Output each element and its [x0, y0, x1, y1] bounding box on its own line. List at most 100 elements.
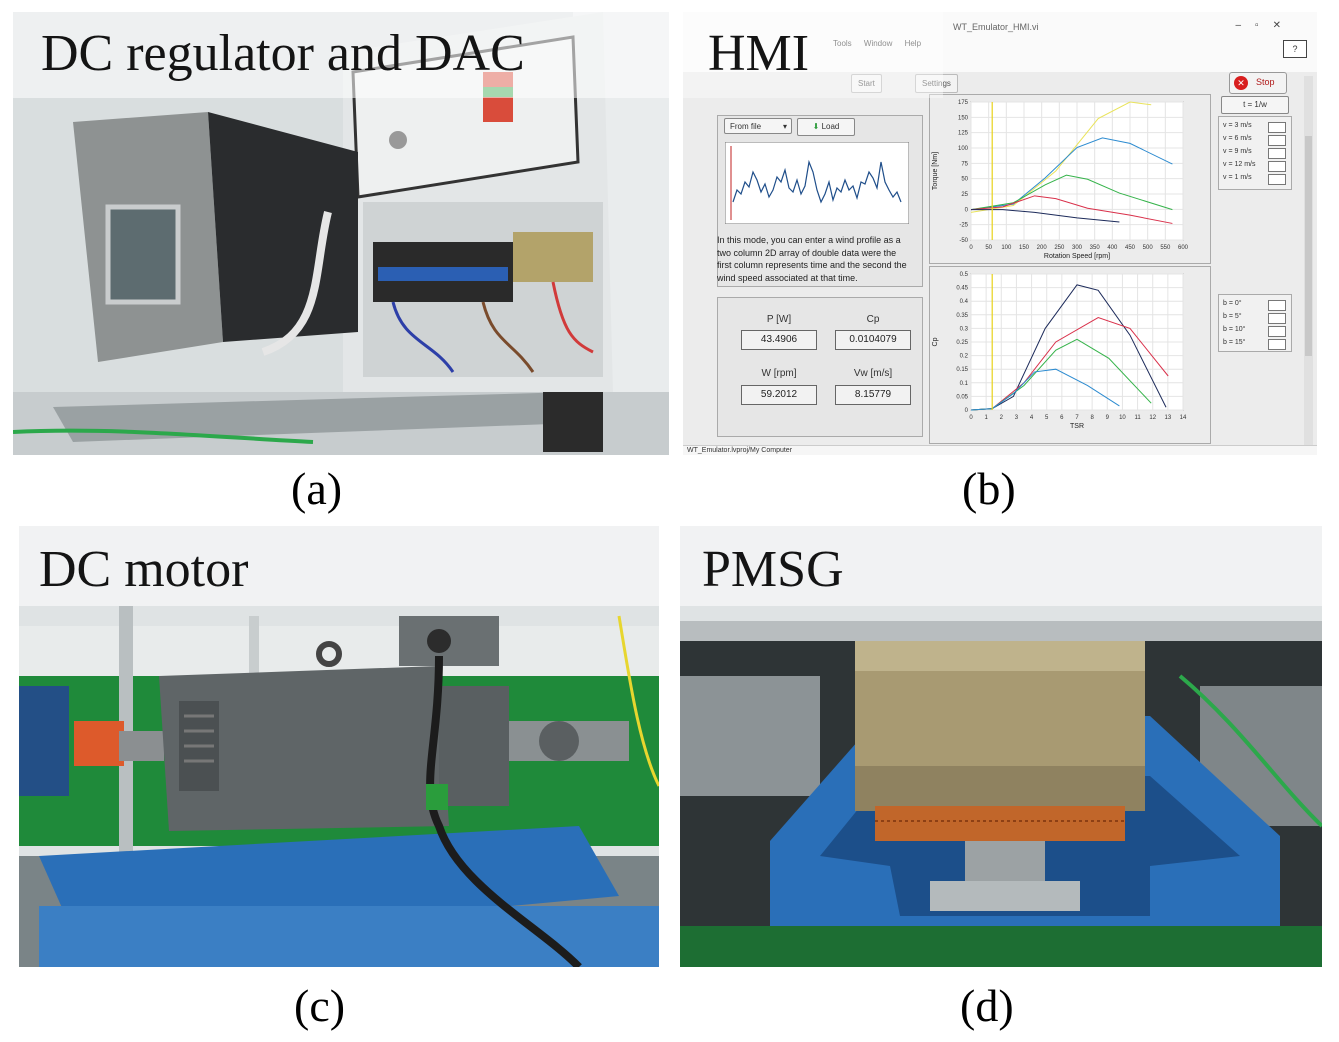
hmi-screenshot: WT_Emulator_HMI.vi –▫✕ Tools Window Help… — [683, 12, 1317, 455]
help-icon[interactable]: ? — [1283, 40, 1307, 58]
cp-legend-entry: b = 10° — [1223, 326, 1246, 333]
y-tick-label: 0.15 — [956, 367, 968, 373]
series-line — [970, 101, 1152, 213]
caption-a: (a) — [291, 463, 343, 514]
x-axis-label: Rotation Speed [rpm] — [1044, 253, 1110, 260]
title-band — [19, 526, 659, 606]
x-tick-label: 14 — [1180, 415, 1187, 421]
x-tick-label: 200 — [1037, 245, 1048, 251]
x-tick-label: 10 — [1119, 415, 1126, 421]
x-tick-label: 5 — [1045, 415, 1049, 421]
cp-chart: 0 1 2 3 4 5 6 7 8 9 10 11 12 13 140.50.450.40.350.30.2… — [932, 272, 1187, 430]
series-line — [970, 195, 1173, 224]
caption-b: (b) — [962, 463, 1016, 514]
torque-legend: v = 3 m/s v = 6 m/s v = 9 m/s v = 12 m/s v =… — [1218, 116, 1292, 190]
cp-legend-swatch[interactable] — [1268, 300, 1286, 311]
vertical-scrollbar[interactable] — [1304, 76, 1313, 446]
mode-select[interactable]: From file ▾ — [724, 118, 792, 134]
window-title: WT_Emulator_HMI.vi — [953, 22, 1039, 32]
x-tick-label: 350 — [1090, 245, 1101, 251]
indicators-box — [717, 297, 923, 437]
y-tick-label: 0.4 — [960, 299, 969, 305]
torque-legend-swatch[interactable] — [1268, 161, 1286, 172]
y-tick-label: 0 — [965, 408, 969, 414]
title-band — [680, 526, 1322, 606]
y-tick-label: 0.45 — [956, 286, 968, 292]
torque-legend-swatch[interactable] — [1268, 174, 1286, 185]
photo-pmsg: PMSG — [680, 526, 1322, 967]
torque-legend-entry: v = 6 m/s — [1223, 135, 1252, 142]
cp-value: 0.0104079 — [835, 330, 911, 350]
power-label: P [W] — [766, 314, 792, 325]
cp-legend-swatch[interactable] — [1268, 313, 1286, 324]
x-tick-label: 3 — [1015, 415, 1019, 421]
y-tick-label: 0 — [965, 207, 969, 213]
stop-label: Stop — [1256, 77, 1275, 87]
menu-bar[interactable]: Tools Window Help — [833, 39, 922, 48]
x-tick-label: 300 — [1072, 245, 1083, 251]
torque-legend-header[interactable]: t = 1/w — [1221, 96, 1289, 114]
cp-legend-swatch[interactable] — [1268, 339, 1286, 350]
x-tick-label: 50 — [985, 245, 992, 251]
series-line — [970, 137, 1173, 211]
y-tick-label: 100 — [958, 146, 969, 152]
tab-settings[interactable]: Settings — [915, 74, 958, 93]
x-tick-label: 450 — [1125, 245, 1136, 251]
cp-legend: b = 0° b = 5° b = 10° b = 15° — [1218, 294, 1292, 352]
y-tick-label: 0.1 — [960, 381, 969, 387]
x-tick-label: 4 — [1030, 415, 1034, 421]
x-tick-label: 12 — [1149, 415, 1156, 421]
torque-chart: 0 50 100 150 200 250 300 350 400 450 500 550 6001751… — [932, 100, 1189, 260]
y-tick-label: 0.2 — [960, 354, 969, 360]
cp-legend-entry: b = 5° — [1223, 313, 1242, 320]
torque-legend-swatch[interactable] — [1268, 122, 1286, 133]
x-tick-label: 150 — [1019, 245, 1030, 251]
power-value: 43.4906 — [741, 330, 817, 350]
y-tick-label: 0.05 — [956, 394, 968, 400]
y-tick-label: 0.35 — [956, 313, 968, 319]
x-tick-label: 0 — [969, 245, 973, 251]
torque-legend-entry: v = 12 m/s — [1223, 161, 1256, 168]
stop-button[interactable]: ✕ Stop — [1229, 72, 1287, 94]
title-band — [13, 12, 669, 98]
title-band — [683, 12, 943, 98]
scrollbar-thumb[interactable] — [1305, 136, 1312, 356]
load-label: Load — [821, 122, 840, 131]
chevron-down-icon: ▾ — [782, 122, 787, 131]
x-tick-label: 100 — [1001, 245, 1012, 251]
torque-legend-swatch[interactable] — [1268, 148, 1286, 159]
y-tick-label: 150 — [958, 115, 969, 121]
y-tick-label: -50 — [959, 238, 968, 244]
x-axis-label: TSR — [1070, 423, 1084, 430]
mode-select-value: From file — [730, 122, 762, 131]
photo-dc-regulator: DC regulator and DAC — [13, 12, 669, 455]
x-tick-label: 13 — [1165, 415, 1172, 421]
dc-motor-photo — [19, 526, 659, 967]
y-tick-label: -25 — [959, 223, 968, 229]
torque-legend-swatch[interactable] — [1268, 135, 1286, 146]
tab-start[interactable]: Start — [851, 74, 882, 93]
x-tick-label: 600 — [1178, 245, 1189, 251]
y-tick-label: 125 — [958, 131, 969, 137]
window-controls[interactable]: –▫✕ — [1235, 20, 1295, 31]
x-tick-label: 6 — [1060, 415, 1064, 421]
torque-legend-entry: v = 9 m/s — [1223, 148, 1252, 155]
x-tick-label: 7 — [1075, 415, 1079, 421]
cp-legend-swatch[interactable] — [1268, 326, 1286, 337]
panel-title-a: DC regulator and DAC — [41, 25, 525, 82]
x-tick-label: 9 — [1106, 415, 1110, 421]
speed-label: W [rpm] — [761, 368, 797, 379]
y-axis-label: Torque [Nm] — [932, 152, 939, 190]
wind-profile-chart — [725, 142, 909, 224]
y-axis-label: Cp — [932, 337, 939, 346]
load-icon: ⬇ — [812, 122, 820, 131]
mode-description: In this mode, you can enter a wind profi… — [717, 235, 907, 283]
x-tick-label: 400 — [1107, 245, 1118, 251]
load-button[interactable]: ⬇ Load — [797, 118, 855, 136]
panel-title-c: DC motor — [39, 541, 249, 598]
x-tick-label: 11 — [1134, 415, 1141, 421]
y-tick-label: 0.25 — [956, 340, 968, 346]
wind-profile-line — [732, 159, 902, 204]
x-tick-label: 2 — [1000, 415, 1004, 421]
cp-legend-entry: b = 15° — [1223, 339, 1246, 346]
